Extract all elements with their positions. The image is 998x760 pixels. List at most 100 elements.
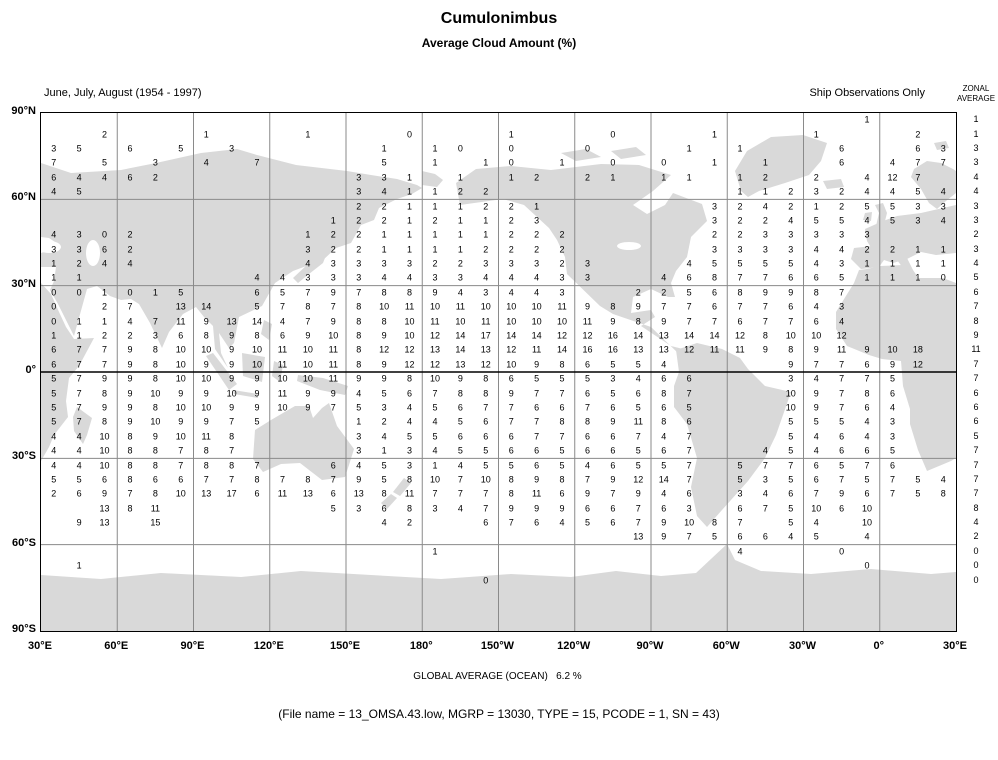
grid-value: 3 — [432, 272, 438, 283]
y-axis-label: 30°N — [11, 277, 36, 290]
grid-value: 7 — [76, 388, 82, 399]
continent-svalbard — [934, 141, 949, 150]
grid-value: 9 — [305, 330, 311, 341]
grid-value: 7 — [356, 287, 362, 298]
grid-value: 9 — [864, 344, 870, 355]
grid-value: 11 — [430, 316, 440, 327]
global-average-label: GLOBAL AVERAGE (OCEAN) 6.2 % — [413, 671, 582, 682]
grid-value: 2 — [457, 258, 463, 269]
grid-value: 0 — [483, 575, 489, 586]
grid-value: 3 — [356, 172, 362, 183]
grid-value: 3 — [686, 503, 692, 514]
zonal-average-value: 0 — [973, 574, 979, 585]
grid-value: 2 — [508, 201, 514, 212]
grid-value: 11 — [150, 503, 161, 514]
grid-value: 3 — [356, 186, 362, 197]
grid-value: 6 — [381, 503, 387, 514]
grid-value: 4 — [813, 445, 819, 456]
grid-value: 1 — [152, 287, 158, 298]
grid-value: 5 — [889, 215, 895, 226]
grid-value: 2 — [102, 129, 108, 140]
grid-value: 1 — [407, 186, 413, 197]
grid-value: 16 — [607, 330, 618, 341]
grid-value: 9 — [661, 531, 667, 542]
zonal-average-value: 1 — [973, 114, 979, 125]
grid-value: 5 — [635, 359, 641, 370]
grid-value: 4 — [864, 172, 870, 183]
grid-value: 7 — [813, 488, 819, 499]
grid-value: 7 — [635, 503, 641, 514]
grid-value: 5 — [788, 503, 794, 514]
grid-value: 5 — [51, 373, 57, 384]
grid-value: 7 — [330, 402, 336, 413]
grid-value: 6 — [254, 488, 260, 499]
grid-value: 8 — [712, 272, 718, 283]
grid-value: 6 — [534, 402, 540, 413]
grid-value: 4 — [559, 517, 565, 528]
grid-value: 3 — [762, 229, 768, 240]
grid-value: 11 — [201, 431, 211, 442]
grid-value: 4 — [813, 517, 819, 528]
grid-value: 1 — [381, 244, 387, 255]
grid-value: 10 — [175, 488, 186, 499]
grid-value: 1 — [457, 172, 463, 183]
grid-value: 4 — [102, 172, 108, 183]
grid-value: 8 — [127, 445, 133, 456]
grid-value: 5 — [788, 445, 794, 456]
grid-value: 3 — [915, 201, 921, 212]
grid-value: 4 — [432, 445, 438, 456]
grid-value: 10 — [429, 474, 440, 485]
grid-value: 12 — [429, 330, 440, 341]
grid-value: 7 — [584, 402, 590, 413]
grid-value: 12 — [912, 359, 923, 370]
grid-value: 9 — [584, 301, 590, 312]
zonal-average-value: 1 — [973, 128, 979, 139]
grid-value: 7 — [483, 503, 489, 514]
grid-value: 12 — [480, 359, 491, 370]
grid-value: 9 — [788, 359, 794, 370]
grid-value: 6 — [559, 488, 565, 499]
grid-value: 5 — [635, 460, 641, 471]
grid-value: 6 — [610, 402, 616, 413]
grid-value: 7 — [51, 157, 57, 168]
grid-value: 1 — [51, 330, 57, 341]
grid-value: 6 — [813, 474, 819, 485]
grid-value: 5 — [381, 157, 387, 168]
grid-value: 8 — [508, 474, 514, 485]
x-axis-label: 180° — [409, 640, 433, 652]
grid-value: 7 — [762, 460, 768, 471]
grid-value: 9 — [229, 359, 235, 370]
grid-value: 9 — [813, 402, 819, 413]
grid-value: 9 — [356, 373, 362, 384]
caspian-sea — [86, 240, 100, 266]
grid-value: 8 — [407, 474, 413, 485]
continent-ireland — [863, 212, 872, 221]
grid-value: 8 — [305, 301, 311, 312]
grid-value: 6 — [51, 172, 57, 183]
grid-value: 8 — [127, 431, 133, 442]
grid-value: 12 — [734, 330, 745, 341]
grid-value: 4 — [457, 503, 463, 514]
grid-value: 3 — [839, 258, 845, 269]
grid-value: 12 — [557, 330, 568, 341]
zonal-average-value: 4 — [973, 258, 979, 269]
grid-value: 1 — [407, 215, 413, 226]
grid-value: 6 — [330, 488, 336, 499]
grid-value: 1 — [534, 201, 540, 212]
grid-value: 10 — [811, 330, 822, 341]
grid-value: 7 — [254, 460, 260, 471]
grid-value: 7 — [203, 474, 209, 485]
grid-value: 4 — [813, 431, 819, 442]
grid-value: 11 — [709, 344, 720, 355]
grid-value: 4 — [584, 460, 590, 471]
grid-value: 4 — [102, 258, 108, 269]
grid-value: 4 — [127, 316, 133, 327]
grid-value: 4 — [788, 215, 794, 226]
grid-value: 10 — [252, 344, 263, 355]
grid-value: 8 — [356, 359, 362, 370]
grid-value: 6 — [788, 488, 794, 499]
grid-value: 3 — [407, 460, 413, 471]
grid-value: 9 — [661, 517, 667, 528]
grid-value: 6 — [712, 287, 718, 298]
grid-value: 13 — [201, 488, 212, 499]
